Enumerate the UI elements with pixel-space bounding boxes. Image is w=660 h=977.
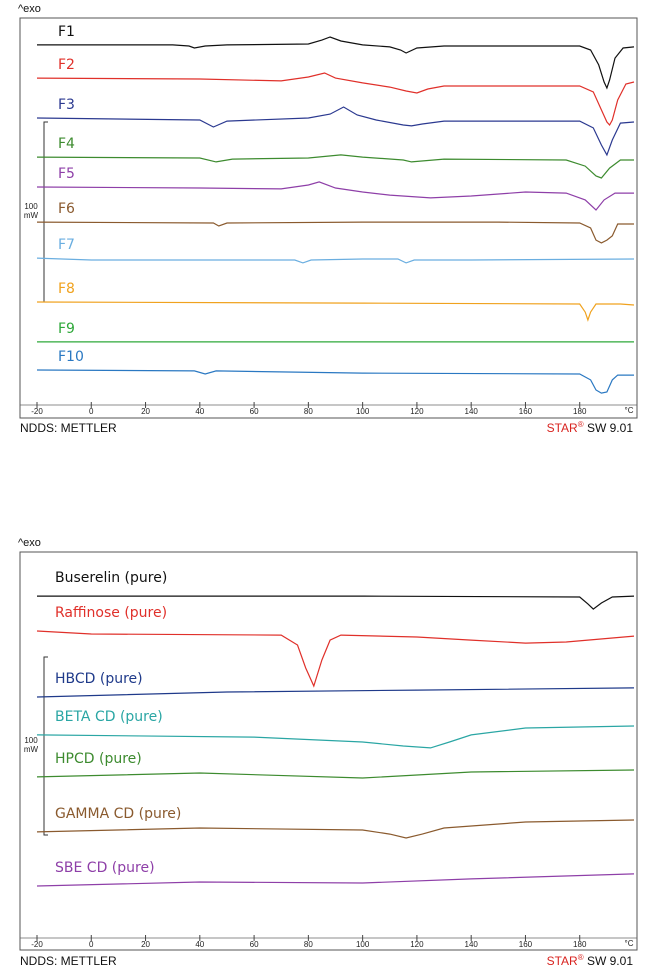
x-unit: °C	[625, 939, 634, 948]
footer-mark: ®	[578, 420, 584, 429]
series-label: F10	[58, 349, 84, 365]
series-label: F6	[58, 201, 75, 217]
thermogram-line	[36, 725, 635, 749]
x-tick-label: 100	[356, 940, 370, 949]
scale-bar-unit: mW	[24, 211, 39, 220]
series-label: F1	[58, 24, 75, 40]
x-tick-label: 20	[141, 407, 150, 416]
x-tick-label: 40	[195, 407, 204, 416]
thermogram-line	[36, 106, 635, 157]
footer-mark: ®	[578, 953, 584, 962]
scale-bar-value: 100	[24, 736, 38, 745]
series-label: F3	[58, 97, 75, 113]
x-tick-label: 80	[304, 407, 313, 416]
x-tick-label: 180	[573, 407, 587, 416]
thermogram-line	[36, 154, 634, 179]
series-label: Buserelin (pure)	[55, 570, 167, 586]
thermogram-line	[36, 181, 634, 211]
series-label: F5	[58, 166, 75, 182]
series-label: SBE CD (pure)	[55, 860, 155, 876]
x-tick-label: 20	[141, 940, 150, 949]
scale-bar-value: 100	[24, 202, 38, 211]
thermogram-line	[36, 873, 635, 887]
footer-left: NDDS: METTLER	[20, 421, 117, 435]
thermogram-line	[36, 72, 635, 127]
x-tick-label: 0	[89, 407, 94, 416]
series-label: HBCD (pure)	[55, 671, 143, 687]
thermogram-line	[37, 36, 635, 90]
series-label: HPCD (pure)	[55, 751, 142, 767]
footer-brand: STAR	[547, 421, 578, 435]
x-tick-label: 140	[465, 407, 479, 416]
series-label: BETA CD (pure)	[55, 709, 163, 725]
scale-bar	[43, 121, 48, 303]
x-tick-label: 60	[250, 940, 259, 949]
thermogram-line	[36, 819, 635, 839]
footer-brand: STAR	[547, 954, 578, 968]
x-tick-label: 80	[304, 940, 313, 949]
thermogram-line	[37, 595, 635, 610]
y-label: ^exo	[18, 537, 41, 549]
x-tick-label: 160	[519, 407, 533, 416]
x-tick-label: 100	[356, 407, 370, 416]
thermogram-line	[36, 630, 635, 688]
x-tick-label: -20	[31, 940, 43, 949]
footer-right: STAR® SW 9.01	[547, 953, 634, 968]
x-tick-label: 140	[465, 940, 479, 949]
series-label: F8	[58, 281, 75, 297]
x-tick-label: -20	[31, 407, 43, 416]
thermogram-line	[36, 257, 635, 264]
thermogram-line	[36, 769, 635, 779]
x-tick-label: 180	[573, 940, 587, 949]
scale-bar	[43, 656, 48, 836]
footer-version: SW 9.01	[587, 421, 633, 435]
series-label: F4	[58, 136, 75, 152]
footer-left: NDDS: METTLER	[20, 954, 117, 968]
y-label: ^exo	[18, 3, 41, 15]
footer-right: STAR® SW 9.01	[547, 420, 634, 435]
x-tick-label: 0	[89, 940, 94, 949]
thermogram-line	[36, 369, 634, 394]
series-label: F9	[58, 321, 75, 337]
x-tick-label: 60	[250, 407, 259, 416]
series-label: F2	[58, 57, 75, 73]
thermogram-line	[36, 221, 634, 244]
scale-bar-unit: mW	[24, 745, 39, 754]
plot-frame	[19, 17, 638, 419]
x-tick-label: 160	[519, 940, 533, 949]
plot-frame	[19, 551, 638, 951]
x-unit: °C	[625, 406, 634, 415]
thermogram-line	[36, 687, 635, 698]
x-tick-label: 40	[195, 940, 204, 949]
x-tick-label: 120	[410, 940, 424, 949]
footer-version: SW 9.01	[587, 954, 633, 968]
thermogram-line	[36, 301, 635, 322]
x-tick-label: 120	[410, 407, 424, 416]
series-label: Raffinose (pure)	[55, 605, 167, 621]
series-label: GAMMA CD (pure)	[55, 806, 181, 822]
series-label: F7	[58, 237, 75, 253]
